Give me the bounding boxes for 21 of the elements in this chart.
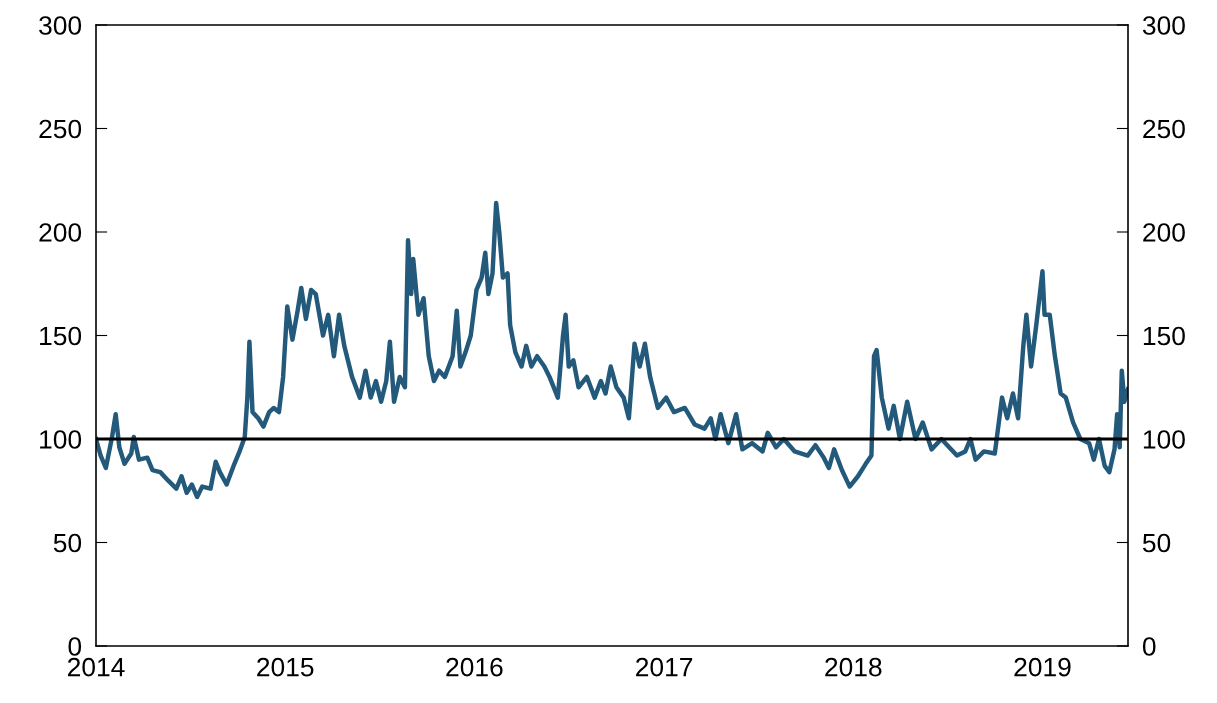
y-tick-label: 150: [40, 326, 82, 346]
x-tick-label: 2019: [1014, 657, 1071, 677]
x-tick-label: 2015: [257, 657, 314, 677]
y-tick-label: 50: [53, 533, 82, 553]
y-tick-label: 100: [40, 430, 82, 449]
y-tick-label: 300: [39, 16, 82, 35]
y-tick-label: 250: [39, 119, 82, 139]
x-tick-label: 2016: [446, 657, 503, 677]
y2-tick-label: 150: [1143, 326, 1185, 346]
x-tick-label: 2017: [636, 657, 693, 677]
y-tick-label: 200: [39, 223, 82, 242]
y2-tick-label: 0: [1142, 637, 1156, 656]
y2-tick-label: 200: [1143, 223, 1185, 242]
x-tick-label: 2014: [67, 657, 125, 677]
y2-tick-label: 250: [1143, 119, 1185, 139]
y2-tick-label: 50: [1142, 533, 1171, 553]
x-tick-label: 2018: [825, 657, 882, 677]
y2-tick-label: 100: [1143, 430, 1185, 449]
y2-tick-label: 300: [1142, 16, 1185, 35]
line-series: [96, 200, 1128, 500]
y-tick-label: 0: [68, 637, 82, 656]
